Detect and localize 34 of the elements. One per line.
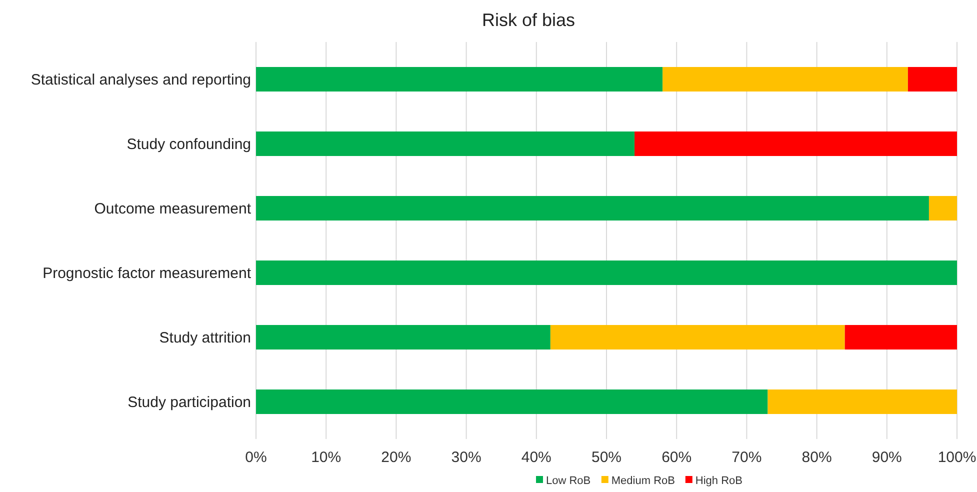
x-tick-label: 0%: [245, 449, 267, 466]
x-tick-label: 60%: [662, 449, 692, 466]
bar: [844, 324, 957, 350]
bar: [256, 66, 663, 92]
y-tick-label: Study attrition: [159, 330, 251, 346]
x-tick-label: 30%: [451, 449, 482, 466]
x-tick-label: 100%: [938, 449, 976, 466]
x-tick-label: 10%: [311, 449, 342, 466]
legend-label: Low RoB: [546, 475, 591, 487]
x-tick-label: 50%: [591, 449, 622, 466]
y-tick-label: Prognostic factor measurement: [42, 265, 252, 282]
x-tick-label: 90%: [872, 449, 902, 466]
x-tick-label: 70%: [732, 449, 762, 466]
bar: [662, 66, 908, 92]
y-tick-label: Study participation: [128, 394, 251, 411]
legend-label: Medium RoB: [611, 475, 675, 487]
bar: [256, 131, 635, 156]
y-tick-label: Outcome measurement: [94, 200, 252, 218]
x-tick-label: 20%: [381, 449, 412, 466]
bar: [256, 324, 550, 350]
bar: [634, 131, 957, 156]
y-tick-label: Statistical analyses and reporting: [30, 72, 251, 88]
bar: [256, 196, 929, 221]
y-tick-label: Study confounding: [126, 136, 251, 153]
x-tick-label: 40%: [521, 449, 552, 466]
bar: [550, 324, 845, 350]
bar: [908, 66, 957, 92]
x-tick-label: 80%: [802, 449, 832, 466]
bar: [768, 389, 957, 414]
bar: [256, 260, 957, 286]
chart-title: Risk of bias: [482, 10, 576, 30]
bar: [256, 389, 768, 414]
bar: [928, 196, 957, 221]
legend-label: High RoB: [695, 475, 742, 487]
